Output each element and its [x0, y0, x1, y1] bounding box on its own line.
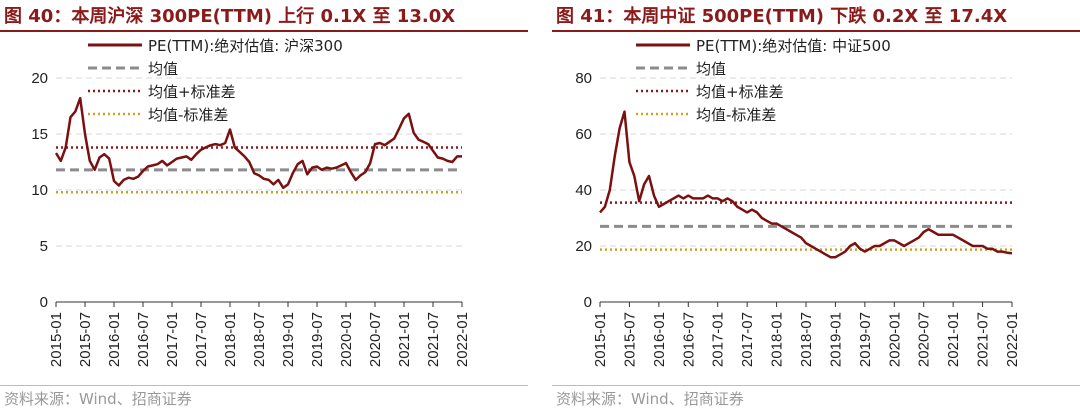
legend-label: PE(TTM):绝对估值: 沪深300	[148, 37, 343, 55]
x-tick-label: 2022-01	[1004, 312, 1021, 367]
y-tick-label: 60	[575, 126, 592, 143]
x-tick-label: 2020-01	[338, 312, 355, 367]
x-tick-label: 2019-01	[827, 312, 844, 367]
chart-csi500: 0 20 40 60 80 2015-01 2015-07 2016-01 2016-07 201…	[575, 37, 1021, 367]
y-tick-label: 10	[31, 182, 48, 199]
x-tick-label: 2021-07	[425, 312, 442, 367]
x-tick-label: 2020-07	[916, 312, 933, 367]
y-tick-label: 0	[40, 294, 48, 311]
chart-title: 图 41：本周中证 500PE(TTM) 下跌 0.2X 至 17.4X	[556, 6, 1008, 27]
title-divider	[552, 30, 1080, 32]
legend-label: PE(TTM):绝对估值: 中证500	[696, 37, 891, 55]
x-tick-label: 2018-07	[251, 312, 268, 367]
chart-title: 图 40：本周沪深 300PE(TTM) 上行 0.1X 至 13.0X	[4, 6, 456, 27]
x-tick-label: 2019-07	[857, 312, 874, 367]
x-tick-label: 2016-01	[106, 312, 123, 367]
chart-source: 资料来源：Wind、招商证券	[4, 390, 192, 408]
legend-label: 均值-标准差	[696, 106, 776, 124]
y-tick-label: 80	[575, 70, 592, 87]
y-tick-label: 5	[40, 238, 48, 255]
x-tick-label: 2015-07	[77, 312, 94, 367]
legend-label: 均值	[148, 60, 178, 78]
chart-panel-hs300: 图 40：本周沪深 300PE(TTM) 上行 0.1X 至 13.0X 0 5 1…	[0, 0, 528, 413]
x-tick-label: 2020-07	[367, 312, 384, 367]
y-tick-label: 20	[575, 238, 592, 255]
x-tick-label: 2017-01	[164, 312, 181, 367]
series-line	[599, 110, 1013, 259]
legend-label: 均值+标准差	[696, 83, 784, 101]
x-tick-label: 2021-07	[975, 312, 992, 367]
x-tick-label: 2016-07	[680, 312, 697, 367]
x-tick-label: 2015-07	[621, 312, 638, 367]
chart-hs300: 0 5 10 15 20 2015-01 2015-07 2016-01 2016-07 2017…	[31, 37, 471, 367]
source-divider	[0, 385, 528, 386]
source-divider	[552, 385, 1080, 386]
x-tick-label: 2015-01	[48, 312, 65, 367]
y-tick-label: 15	[31, 126, 48, 143]
x-tick-label: 2021-01	[945, 312, 962, 367]
x-tick-label: 2017-07	[739, 312, 756, 367]
x-tick-label: 2019-01	[280, 312, 297, 367]
chart-panel-csi500: 图 41：本周中证 500PE(TTM) 下跌 0.2X 至 17.4X 0 20…	[552, 0, 1080, 413]
x-tick-label: 2020-01	[886, 312, 903, 367]
legend-label: 均值	[696, 60, 726, 78]
title-divider	[0, 30, 528, 32]
x-tick-label: 2016-01	[651, 312, 668, 367]
x-tick-label: 2021-01	[396, 312, 413, 367]
x-tick-label: 2022-01	[454, 312, 471, 367]
y-tick-label: 40	[575, 182, 592, 199]
legend-label: 均值+标准差	[148, 83, 236, 101]
x-tick-label: 2016-07	[135, 312, 152, 367]
x-tick-label: 2015-01	[592, 312, 609, 367]
chart-source: 资料来源：Wind、招商证券	[556, 390, 744, 408]
x-tick-label: 2018-01	[222, 312, 239, 367]
x-tick-label: 2017-07	[193, 312, 210, 367]
x-tick-label: 2018-01	[769, 312, 786, 367]
legend-label: 均值-标准差	[148, 106, 228, 124]
x-tick-label: 2018-07	[798, 312, 815, 367]
y-tick-label: 0	[584, 294, 592, 311]
y-tick-label: 20	[31, 70, 48, 87]
series-line	[54, 96, 462, 190]
x-tick-label: 2019-07	[309, 312, 326, 367]
x-tick-label: 2017-01	[710, 312, 727, 367]
